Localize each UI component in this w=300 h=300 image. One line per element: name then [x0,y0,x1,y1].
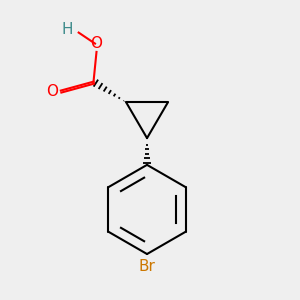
Text: O: O [46,84,58,99]
Text: Br: Br [139,259,155,274]
Text: O: O [91,36,103,51]
Text: H: H [61,22,73,37]
